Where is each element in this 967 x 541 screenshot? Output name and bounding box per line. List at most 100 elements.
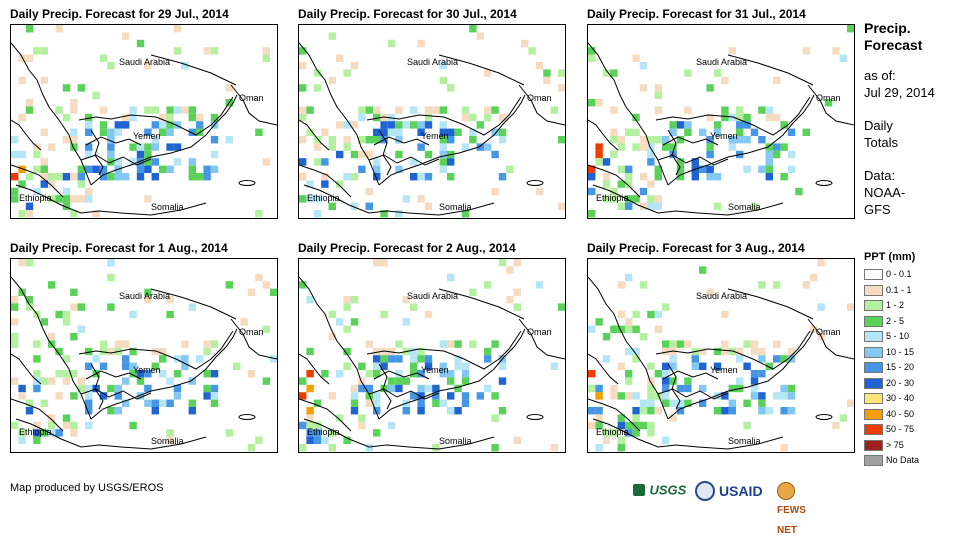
map-label-saudi-arabia: Saudi Arabia [407, 291, 458, 301]
legend-item: 30 - 40 [864, 392, 964, 405]
side-title-line1: Precip. [864, 20, 911, 36]
socotra-island [238, 414, 256, 420]
usaid-logo: USAID [719, 483, 763, 499]
legend-swatch [864, 424, 883, 435]
precip-cells [299, 259, 565, 452]
map-label-ethiopia: Ethiopia [307, 427, 340, 437]
legend-swatch [864, 315, 883, 327]
panel-title: Daily Precip. Forecast for 30 Jul., 2014 [298, 7, 517, 21]
socotra-island [815, 414, 833, 420]
panel-title: Daily Precip. Forecast for 2 Aug., 2014 [298, 241, 516, 255]
legend-item: 0.1 - 1 [864, 284, 964, 297]
usgs-logo: USGS [633, 481, 691, 501]
legend-label: 30 - 40 [886, 393, 915, 403]
map-label-oman: Oman [239, 327, 264, 337]
map-label-saudi-arabia: Saudi Arabia [119, 291, 170, 301]
legend-swatch [864, 346, 883, 358]
legend-item: 40 - 50 [864, 408, 964, 421]
precip-map: Saudi Arabia Oman Yemen Ethiopia Somalia [587, 24, 855, 219]
map-label-ethiopia: Ethiopia [307, 193, 340, 203]
totals-line1: Daily [864, 118, 893, 133]
as-of-label: as of: [864, 68, 896, 83]
legend-item: 50 - 75 [864, 423, 964, 436]
legend-item: 15 - 20 [864, 361, 964, 374]
map-label-yemen: Yemen [710, 131, 738, 141]
legend-swatch [864, 408, 883, 420]
map-credit: Map produced by USGS/EROS [10, 482, 164, 494]
precip-map: Saudi Arabia Oman Yemen Ethiopia Somalia [298, 258, 566, 453]
legend-label: 2 - 5 [886, 315, 905, 326]
map-label-somalia: Somalia [151, 436, 184, 446]
legend-item: 0 - 0.1 [864, 268, 964, 281]
legend-swatch [864, 284, 883, 296]
legend-swatch [864, 393, 883, 404]
map-label-yemen: Yemen [421, 131, 449, 141]
map-canvas: Saudi Arabia Oman Yemen Ethiopia Somalia [299, 25, 565, 218]
legend-item: > 75 [864, 439, 964, 452]
legend-label: 10 - 15 [886, 346, 915, 357]
map-label-ethiopia: Ethiopia [596, 193, 629, 203]
map-label-oman: Oman [527, 327, 552, 337]
precip-cells [299, 25, 565, 218]
precip-map: Saudi Arabia Oman Yemen Ethiopia Somalia [587, 258, 855, 453]
map-label-somalia: Somalia [439, 436, 472, 446]
fews-net-logo: FEWS NET [777, 481, 827, 536]
legend-swatch [864, 439, 883, 451]
data-source-line3: GFS [864, 202, 891, 217]
socotra-island [238, 180, 256, 186]
map-panel-2: Daily Precip. Forecast for 30 Jul., 2014… [298, 7, 566, 219]
precip-cells [588, 259, 854, 452]
usgs-wave-icon [633, 483, 645, 496]
legend-label: 5 - 10 [886, 331, 910, 341]
dhs-seal-icon [695, 481, 715, 501]
legend-swatch [864, 300, 883, 311]
legend-swatch [864, 269, 883, 280]
legend-label: 1 - 2 [886, 300, 905, 310]
precip-map: Saudi Arabia Oman Yemen Ethiopia Somalia [298, 24, 566, 219]
map-label-ethiopia: Ethiopia [19, 193, 52, 203]
socotra-island [526, 414, 544, 420]
map-label-yemen: Yemen [421, 365, 449, 375]
map-panel-6: Daily Precip. Forecast for 3 Aug., 2014 … [587, 241, 855, 453]
map-label-somalia: Somalia [728, 436, 761, 446]
precip-map: Saudi Arabia Oman Yemen Ethiopia Somalia [10, 258, 278, 453]
precip-map: Saudi Arabia Oman Yemen Ethiopia Somalia [10, 24, 278, 219]
map-label-yemen: Yemen [133, 365, 161, 375]
legend-item: 20 - 30 [864, 377, 964, 390]
legend-item: 10 - 15 [864, 346, 964, 359]
as-of-date: Jul 29, 2014 [864, 85, 935, 100]
map-panel-3: Daily Precip. Forecast for 31 Jul., 2014… [587, 7, 855, 219]
legend-item: 1 - 2 [864, 299, 964, 312]
panel-title: Daily Precip. Forecast for 1 Aug., 2014 [10, 241, 228, 255]
data-source-line1: Data: [864, 168, 896, 183]
data-source-line2: NOAA- [864, 185, 906, 200]
legend-label: No Data [886, 455, 920, 465]
legend-label: > 75 [886, 439, 904, 450]
totals-line2: Totals [864, 135, 898, 150]
legend-label: 40 - 50 [886, 408, 915, 419]
socotra-island [815, 180, 833, 186]
precip-cells [11, 25, 270, 218]
map-panel-5: Daily Precip. Forecast for 2 Aug., 2014 … [298, 241, 566, 453]
side-title-line2: Forecast [864, 37, 923, 53]
map-label-ethiopia: Ethiopia [596, 427, 629, 437]
legend-item: 5 - 10 [864, 330, 964, 343]
legend-title: PPT (mm) [864, 251, 916, 263]
legend-swatch [864, 455, 883, 466]
map-label-oman: Oman [239, 93, 264, 103]
map-canvas: Saudi Arabia Oman Yemen Ethiopia Somalia [11, 25, 277, 218]
map-canvas: Saudi Arabia Oman Yemen Ethiopia Somalia [11, 259, 277, 452]
map-label-saudi-arabia: Saudi Arabia [696, 57, 747, 67]
legend-item: 2 - 5 [864, 315, 964, 328]
map-label-oman: Oman [816, 327, 841, 337]
map-label-saudi-arabia: Saudi Arabia [407, 57, 458, 67]
map-label-yemen: Yemen [710, 365, 738, 375]
fews-net-emblem-icon [777, 481, 795, 500]
map-label-saudi-arabia: Saudi Arabia [119, 57, 170, 67]
panel-title: Daily Precip. Forecast for 31 Jul., 2014 [587, 7, 806, 21]
legend-label: 15 - 20 [886, 362, 915, 372]
legend-label: 20 - 30 [886, 377, 915, 388]
legend-swatch [864, 331, 883, 342]
map-canvas: Saudi Arabia Oman Yemen Ethiopia Somalia [588, 25, 854, 218]
map-canvas: Saudi Arabia Oman Yemen Ethiopia Somalia [588, 259, 854, 452]
